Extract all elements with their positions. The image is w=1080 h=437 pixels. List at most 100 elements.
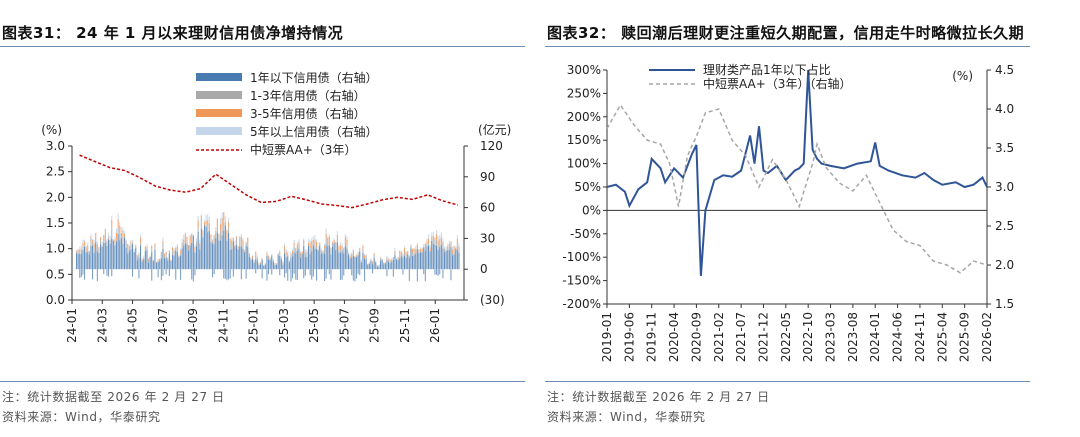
- bar: [104, 243, 106, 270]
- bar: [156, 262, 158, 263]
- bar: [341, 245, 343, 247]
- bar: [202, 234, 204, 238]
- bar: [412, 255, 414, 270]
- bar: [439, 247, 441, 270]
- bar: [373, 255, 375, 258]
- bar: [359, 248, 361, 251]
- bar: [311, 245, 313, 252]
- bar: [260, 264, 262, 270]
- bar: [351, 256, 353, 258]
- bar: [276, 264, 278, 270]
- bar: [167, 260, 169, 270]
- x-tick-label: 24-05: [126, 308, 140, 343]
- bar: [218, 235, 220, 241]
- bar: [445, 251, 447, 270]
- bar: [127, 253, 129, 270]
- bar: [220, 240, 222, 270]
- bar: [440, 237, 442, 243]
- bar: [421, 247, 423, 249]
- bar: [170, 259, 172, 260]
- bar: [223, 230, 225, 270]
- bar: [196, 241, 198, 247]
- bar: [189, 236, 191, 244]
- bar: [111, 220, 113, 227]
- bar: [197, 228, 199, 232]
- bar: [312, 269, 314, 277]
- bar: [157, 260, 159, 262]
- bar: [456, 244, 458, 250]
- bar: [368, 262, 370, 264]
- bar: [162, 269, 164, 276]
- bar: [292, 250, 294, 253]
- bar: [128, 251, 130, 270]
- bar: [352, 269, 354, 281]
- bar: [402, 254, 404, 256]
- bar: [151, 252, 153, 270]
- bar: [268, 259, 270, 270]
- bar: [90, 236, 92, 239]
- bar: [221, 212, 223, 218]
- x-tick-label: 2025-09: [958, 312, 972, 362]
- bar: [325, 269, 327, 279]
- y-right-tick-label: 3.0: [995, 180, 1014, 194]
- bar: [296, 241, 298, 245]
- bar: [356, 255, 358, 257]
- bar: [143, 255, 145, 258]
- line-series-aa-plus: [79, 154, 459, 209]
- bar: [200, 214, 202, 216]
- bar: [372, 264, 374, 270]
- bar: [314, 234, 316, 240]
- bar: [256, 257, 258, 259]
- bar: [397, 257, 399, 259]
- bar: [196, 246, 198, 270]
- bar: [338, 244, 340, 247]
- bar: [164, 253, 166, 254]
- bar: [148, 259, 150, 261]
- bar: [456, 239, 458, 245]
- bar: [175, 250, 177, 270]
- bar: [84, 239, 86, 242]
- bar: [330, 248, 332, 255]
- bar: [239, 237, 241, 239]
- bar: [424, 250, 426, 270]
- y-left-tick-label: 1.0: [46, 242, 65, 256]
- bar: [394, 251, 396, 256]
- title-divider: [545, 46, 1030, 47]
- bar: [359, 269, 361, 275]
- bar: [418, 249, 420, 250]
- x-tick-label: 2022-10: [801, 312, 815, 362]
- bar: [405, 257, 407, 270]
- legend-label: 1-3年信用债（右轴）: [250, 88, 366, 103]
- bar: [215, 232, 217, 239]
- bar: [303, 245, 305, 270]
- bar: [426, 238, 428, 241]
- y-left-tick-label: 250%: [567, 86, 601, 100]
- bar: [284, 243, 286, 246]
- bar: [101, 245, 103, 247]
- bar: [258, 263, 260, 264]
- bar: [183, 242, 185, 246]
- bar: [383, 262, 385, 264]
- bar: [93, 248, 95, 253]
- bar: [96, 248, 98, 252]
- line-series-aa-plus: [606, 103, 988, 274]
- bar: [176, 244, 178, 247]
- bar: [325, 244, 327, 270]
- bar: [176, 246, 178, 247]
- bar: [239, 238, 241, 246]
- bar: [260, 261, 262, 263]
- bar: [116, 241, 118, 270]
- bar: [287, 269, 289, 281]
- bar: [152, 259, 154, 261]
- bar: [319, 242, 321, 243]
- bar: [170, 259, 172, 261]
- bar: [232, 269, 234, 277]
- bar: [180, 255, 182, 270]
- bar: [151, 249, 153, 253]
- bar: [324, 269, 326, 281]
- bar: [216, 226, 218, 233]
- bar: [336, 237, 338, 243]
- bar: [130, 242, 132, 249]
- bar: [431, 240, 433, 270]
- bar: [439, 239, 441, 242]
